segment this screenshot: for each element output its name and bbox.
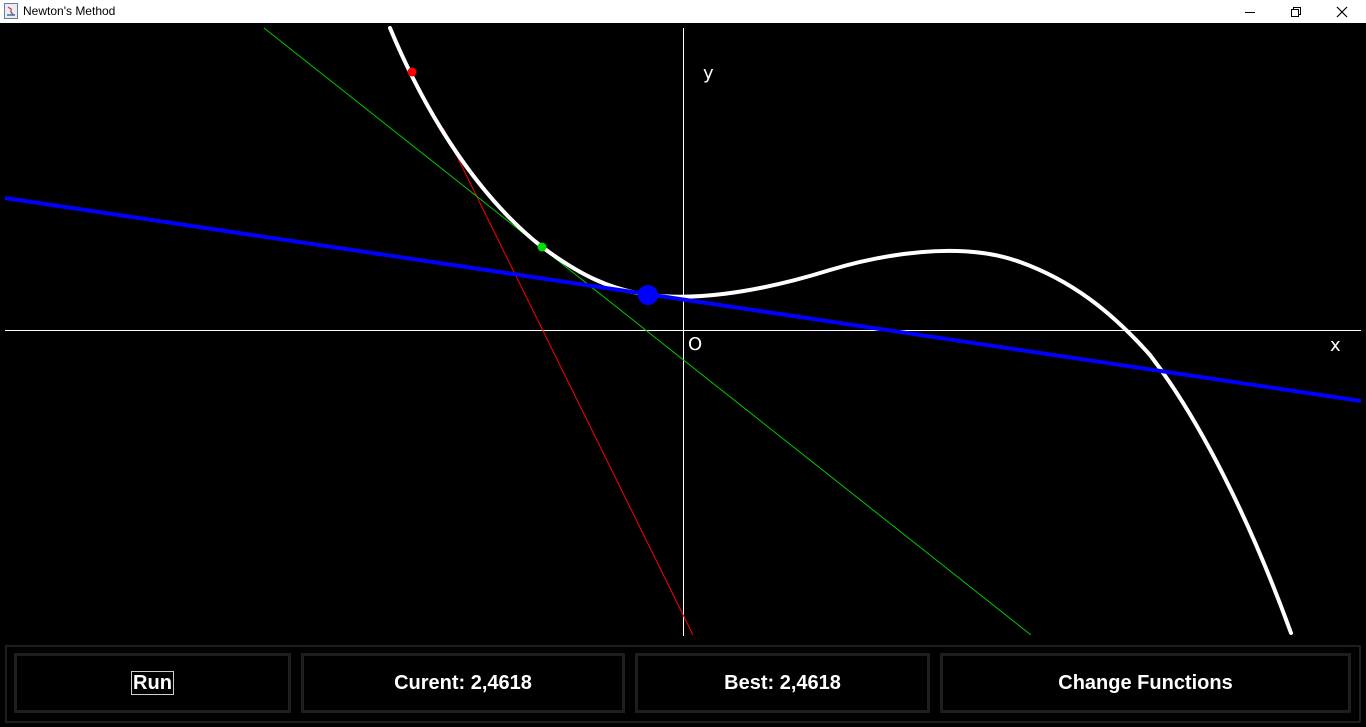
restore-button[interactable] bbox=[1273, 0, 1319, 23]
best-value-display: Best: 2,4618 bbox=[635, 653, 930, 713]
y-axis-label: y bbox=[703, 63, 714, 84]
best-value-label: Best: 2,4618 bbox=[724, 671, 841, 694]
run-button[interactable]: Run bbox=[131, 671, 174, 695]
title-bar[interactable]: Newton's Method bbox=[0, 0, 1366, 23]
x-axis-label: x bbox=[1330, 335, 1341, 356]
function-curve bbox=[388, 26, 1293, 635]
graph-canvas[interactable]: y x O bbox=[0, 23, 1366, 643]
origin-label: O bbox=[688, 334, 702, 355]
first-iteration-point bbox=[407, 67, 417, 77]
current-value-display: Curent: 2,4618 bbox=[301, 653, 625, 713]
graph-plot: y x O bbox=[4, 26, 1362, 636]
previous-iteration-point bbox=[537, 242, 547, 252]
run-button-cell: Run bbox=[14, 653, 291, 713]
current-tangent-line bbox=[4, 196, 1362, 403]
current-value-label: Curent: 2,4618 bbox=[394, 671, 532, 694]
close-icon bbox=[1336, 6, 1348, 17]
change-functions-button[interactable]: Change Functions bbox=[940, 653, 1351, 713]
previous-tangent-line bbox=[263, 27, 1032, 636]
minimize-icon bbox=[1245, 11, 1255, 13]
window-title: Newton's Method bbox=[23, 4, 116, 18]
minimize-button[interactable] bbox=[1227, 0, 1273, 23]
close-button[interactable] bbox=[1319, 0, 1365, 23]
first-tangent-line bbox=[442, 127, 694, 636]
current-iteration-point bbox=[638, 285, 658, 305]
restore-icon bbox=[1291, 6, 1301, 17]
java-icon bbox=[4, 3, 18, 19]
change-functions-label: Change Functions bbox=[1058, 671, 1233, 694]
